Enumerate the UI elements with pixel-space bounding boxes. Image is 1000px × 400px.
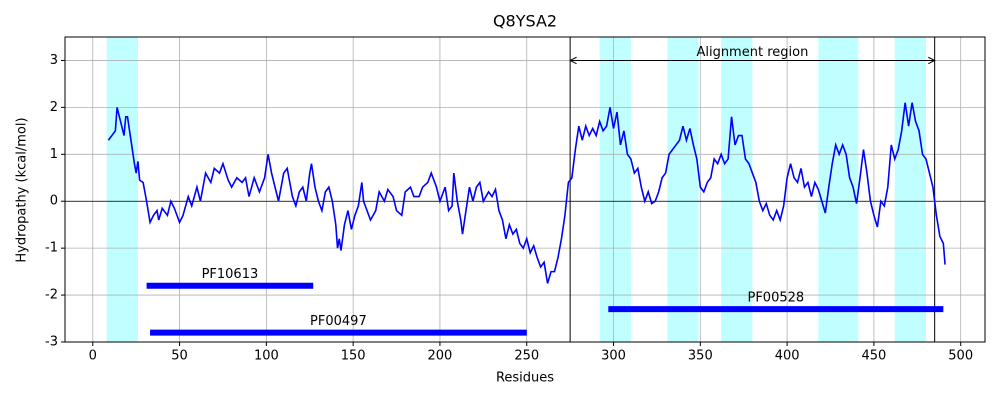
x-tick-label: 300 [601, 349, 626, 364]
x-tick-label: 100 [254, 349, 279, 364]
y-tick-label: 3 [50, 53, 58, 68]
domain-label: PF00528 [747, 291, 804, 306]
x-tick-label: 450 [861, 349, 886, 364]
plot-frame [64, 36, 986, 343]
x-tick-label: 0 [89, 349, 97, 364]
domain-label: PF00497 [310, 314, 367, 329]
x-tick-label: 500 [948, 349, 973, 364]
y-tick-label: 0 [50, 194, 58, 209]
plot-area [65, 37, 985, 342]
highlight-region [818, 37, 859, 342]
highlight-region [721, 37, 753, 342]
x-axis-label: Residues [496, 371, 554, 386]
y-tick-label: -1 [45, 241, 58, 256]
y-tick-label: 2 [50, 100, 58, 115]
x-tick-label: 350 [688, 349, 713, 364]
highlight-region [599, 37, 631, 342]
highlight-region [667, 37, 699, 342]
annotation-label: Alignment region [696, 45, 808, 60]
chart-title: Q8YSA2 [493, 12, 557, 31]
domain-label: PF10613 [202, 267, 259, 282]
highlight-region [894, 37, 926, 342]
y-tick-label: 1 [50, 147, 58, 162]
highlight-region [106, 37, 138, 342]
y-tick-label: -3 [45, 335, 58, 350]
x-tick-label: 400 [775, 349, 800, 364]
y-tick-label: -2 [45, 288, 58, 303]
hydropathy-line [107, 102, 946, 284]
x-tick-label: 150 [341, 349, 366, 364]
x-tick-label: 50 [171, 349, 188, 364]
x-tick-label: 200 [428, 349, 453, 364]
y-axis-label: Hydropathy (kcal/mol) [15, 117, 30, 262]
overlay: Alignment region PF10613 PF00497 PF00528 [202, 45, 935, 329]
x-tick-label: 250 [514, 349, 539, 364]
